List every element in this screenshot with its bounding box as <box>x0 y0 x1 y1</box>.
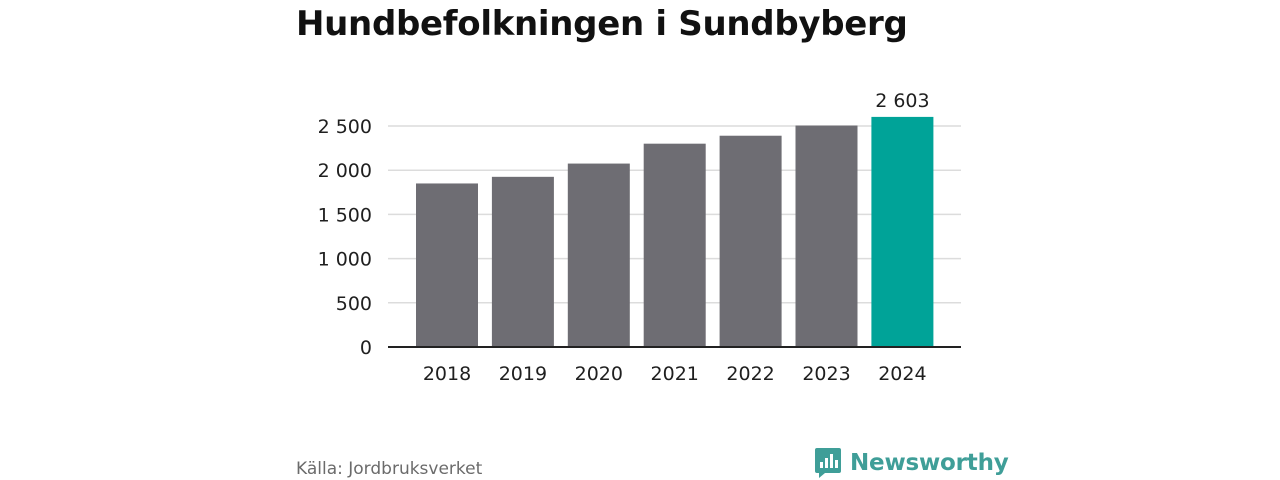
x-tick-label: 2019 <box>499 363 547 385</box>
bar <box>719 135 782 347</box>
data-labels: 2 603 <box>875 90 929 112</box>
bars <box>416 116 934 347</box>
x-tick-label: 2018 <box>423 363 471 385</box>
source-note: Källa: Jordbruksverket <box>296 459 483 479</box>
bar <box>416 183 478 347</box>
x-axis-tick-labels: 2018 2019 2020 2021 2022 2023 2024 <box>423 363 927 385</box>
bar <box>795 125 858 347</box>
data-label: 2 603 <box>875 90 929 112</box>
x-tick-label: 2020 <box>575 363 623 385</box>
y-tick-label: 1 500 <box>318 204 372 226</box>
bar <box>491 176 554 347</box>
y-tick-label: 2 500 <box>318 116 372 138</box>
brand-logo: Newsworthy <box>814 446 1009 480</box>
brand-name: Newsworthy <box>850 450 1009 476</box>
x-tick-label: 2024 <box>878 363 926 385</box>
bar-chart: 0 500 1 000 1 500 2 000 2 500 2018 2019 2020 202… <box>318 90 961 385</box>
y-tick-label: 2 000 <box>318 160 372 182</box>
x-tick-label: 2022 <box>726 363 774 385</box>
bar <box>567 163 630 347</box>
x-tick-label: 2021 <box>651 363 699 385</box>
y-axis-tick-labels: 0 500 1 000 1 500 2 000 2 500 <box>318 116 372 359</box>
y-tick-label: 1 000 <box>318 249 372 271</box>
x-tick-label: 2023 <box>802 363 850 385</box>
bar <box>871 116 934 347</box>
newsworthy-logo-icon <box>815 448 841 478</box>
y-tick-label: 500 <box>336 293 372 315</box>
chart-title: Hundbefolkningen i Sundbyberg <box>296 4 908 44</box>
y-tick-label: 0 <box>360 337 372 359</box>
bar <box>643 143 706 347</box>
